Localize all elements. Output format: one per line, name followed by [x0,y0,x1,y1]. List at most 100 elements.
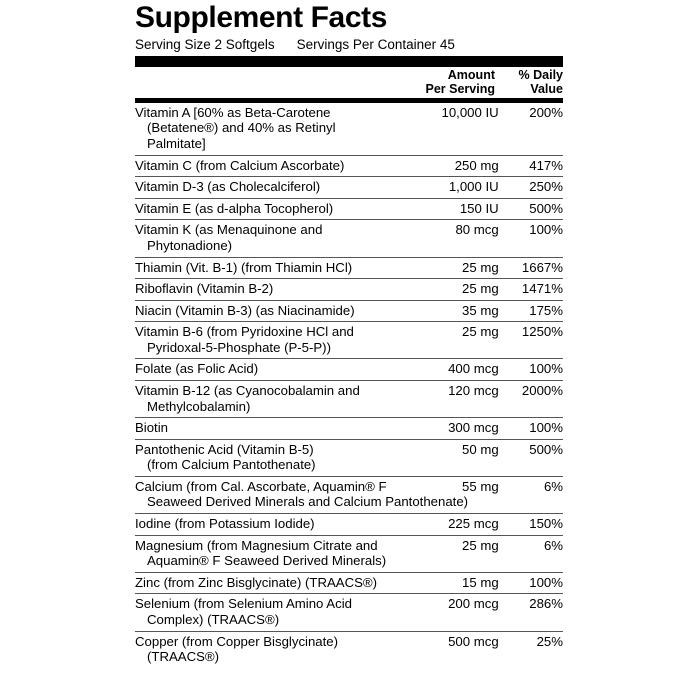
page-title: Supplement Facts [135,1,387,34]
nutrient-name-line2: Methylcobalamin) [147,398,251,414]
nutrient-daily-value: 417% [498,155,563,178]
daily-value-header: % Daily Value [497,68,563,96]
nutrient-name: Pantothenic Acid (Vitamin B-5) (from Calc… [135,439,395,477]
nutrient-daily-value: 1667% [498,257,563,280]
nutrient-amount: 10,000 IU [394,102,499,156]
nutrient-amount: 25 mg [394,321,499,360]
nutrient-name-line1: Vitamin B-12 (as Cyanocobalamin and [135,383,360,398]
nutrient-name: Thiamin (Vit. B-1) (from Thiamin HCl) [135,257,395,280]
nutrient-name-line1: Vitamin C (from Calcium Ascorbate) [135,157,345,173]
nutrient-daily-value: 100% [498,219,563,258]
nutrient-name-line1: Riboflavin (Vitamin B-2) [135,281,274,297]
nutrient-daily-value: 100% [498,572,563,595]
nutrient-name: Vitamin C (from Calcium Ascorbate) [135,155,395,178]
nutrient-name: Zinc (from Zinc Bisglycinate) (TRAACS®) [135,572,395,595]
nutrient-name-line2: Aquamin® F Seaweed Derived Minerals) [147,553,387,569]
table-row: Vitamin B-12 (as Cyanocobalamin and Methy… [135,380,563,419]
nutrient-name: Vitamin B-12 (as Cyanocobalamin and Methy… [135,380,395,419]
table-row: Selenium (from Selenium Amino Acid Comple… [135,593,563,632]
nutrient-amount: 1,000 IU [394,176,499,199]
nutrient-daily-value: 1250% [498,321,563,360]
nutrient-name: Selenium (from Selenium Amino Acid Comple… [135,593,395,632]
nutrient-name-line1: Selenium (from Selenium Amino Acid [135,596,352,612]
nutrient-daily-value: 25% [536,633,563,649]
nutrient-amount: 400 mcg [394,358,499,381]
table-row: Vitamin E (as d-alpha Tocopherol) 150 IU 5… [135,198,563,221]
nutrients-table: Vitamin A [60% as Beta-Carotene (Betatene… [135,102,563,668]
nutrient-name: Iodine (from Potassium Iodide) [135,513,395,536]
nutrient-name-line1: Biotin [135,420,168,436]
table-row: Pantothenic Acid (Vitamin B-5) (from Calc… [135,439,563,477]
nutrient-name: Copper (from Copper Bisglycinate) (TRAACS… [135,631,394,668]
nutrient-amount: 200 mcg [394,593,499,632]
nutrient-daily-value: 286% [498,593,563,632]
nutrient-amount: 250 mg [394,155,499,178]
nutrient-daily-value: 500% [498,198,563,221]
table-row: Folate (as Folic Acid) 400 mcg 100% [135,358,563,381]
serving-info: Serving Size 2 Softgels Servings Per Con… [135,37,563,53]
table-row: Iodine (from Potassium Iodide) 225 mcg 150… [135,513,563,536]
table-row: Vitamin K (as Menaquinone and Phytonadion… [135,219,563,258]
table-row: Calcium (from Cal. Ascorbate, Aquamin® F… [135,476,563,515]
nutrient-amount: 50 mg [394,439,499,477]
nutrient-name-line1: Vitamin A [60% as Beta-Carotene [135,104,331,120]
nutrient-name-line1: Pantothenic Acid (Vitamin B-5) [135,441,314,457]
servings-per-container-text: Servings Per Container 45 [296,37,455,53]
amount-header-line1: Amount [447,67,495,82]
table-row: Copper (from Copper Bisglycinate) (TRAACS… [135,631,563,668]
supplement-facts-panel: Supplement Facts Serving Size 2 Softgels… [135,0,563,668]
nutrient-daily-value: 6% [498,476,563,515]
amount-header-line2: Per Serving [425,81,495,96]
nutrient-amount: 55 mg [394,476,499,515]
nutrient-daily-value: 250% [498,176,563,199]
nutrient-daily-value: 2000% [498,380,563,419]
dv-header-line1: % Daily [518,67,563,82]
nutrient-name: Biotin [135,417,395,440]
nutrient-name-line1: Vitamin E (as d-alpha Tocopherol) [135,200,334,216]
nutrient-name: Vitamin B-6 (from Pyridoxine HCl and Pyri… [135,321,395,360]
nutrient-name: Vitamin A [60% as Beta-Carotene (Betatene… [135,102,395,156]
nutrient-name: Vitamin D-3 (as Cholecalciferol) [135,176,395,199]
table-row: Vitamin A [60% as Beta-Carotene (Betatene… [135,102,563,156]
nutrient-amount: 150 IU [394,198,499,221]
table-row: Magnesium (from Magnesium Citrate and Aqu… [135,535,563,573]
nutrient-daily-value: 175% [498,300,563,323]
header-divider-thick [135,55,563,67]
table-row: Biotin 300 mcg 100% [135,417,563,440]
nutrient-name: Niacin (Vitamin B-3) (as Niacinamide) [135,300,395,323]
table-row: Zinc (from Zinc Bisglycinate) (TRAACS®) 1… [135,572,563,595]
nutrient-name-line2: Pyridoxal-5-Phosphate (P-5-P)) [147,339,331,355]
nutrient-amount: 300 mcg [394,417,499,440]
table-row: Niacin (Vitamin B-3) (as Niacinamide) 35 … [135,300,563,323]
nutrient-amount: 80 mcg [394,219,499,258]
nutrient-name-line1: Magnesium (from Magnesium Citrate and [135,537,378,553]
serving-size-text: Serving Size 2 Softgels [135,37,275,53]
table-row: Vitamin B-6 (from Pyridoxine HCl and Pyri… [135,321,563,360]
nutrient-amount: 25 mg [394,278,499,301]
nutrient-daily-value: 100% [498,417,563,440]
nutrient-daily-value: 500% [498,439,563,477]
nutrient-daily-value: 1471% [498,278,563,301]
column-headers: Amount Per Serving % Daily Value [135,67,563,98]
dv-header-line2: Value [530,81,563,96]
nutrient-name-line1: Vitamin D-3 (as Cholecalciferol) [135,179,321,195]
nutrient-name: Calcium (from Cal. Ascorbate, Aquamin® F… [135,476,468,515]
nutrient-name: Folate (as Folic Acid) [135,358,395,381]
table-row: Riboflavin (Vitamin B-2) 25 mg 1471% [135,278,563,301]
nutrient-name-line1: Copper (from Copper Bisglycinate) [135,633,339,649]
nutrient-name-line2: (Betatene®) and 40% as Retinyl Palmitate… [147,120,336,152]
nutrient-amount: 35 mg [394,300,499,323]
nutrient-name-line2: (TRAACS®) [147,649,219,665]
nutrient-amount: 15 mg [394,572,499,595]
nutrient-name-line1: Vitamin B-6 (from Pyridoxine HCl and [135,324,354,340]
header-divider-medium [135,97,563,103]
nutrient-daily-value: 150% [498,513,563,536]
nutrient-amount: 500 mcg [448,633,499,649]
nutrient-name-line2: (from Calcium Pantothenate) [147,457,316,473]
nutrient-name-line1: Folate (as Folic Acid) [135,361,259,377]
nutrient-daily-value: 200% [498,102,563,156]
nutrient-name-line1: Vitamin K (as Menaquinone and [135,222,323,238]
nutrient-name: Vitamin K (as Menaquinone and Phytonadion… [135,219,395,258]
nutrient-amount: 225 mcg [394,513,499,536]
nutrient-name: Riboflavin (Vitamin B-2) [135,278,395,301]
